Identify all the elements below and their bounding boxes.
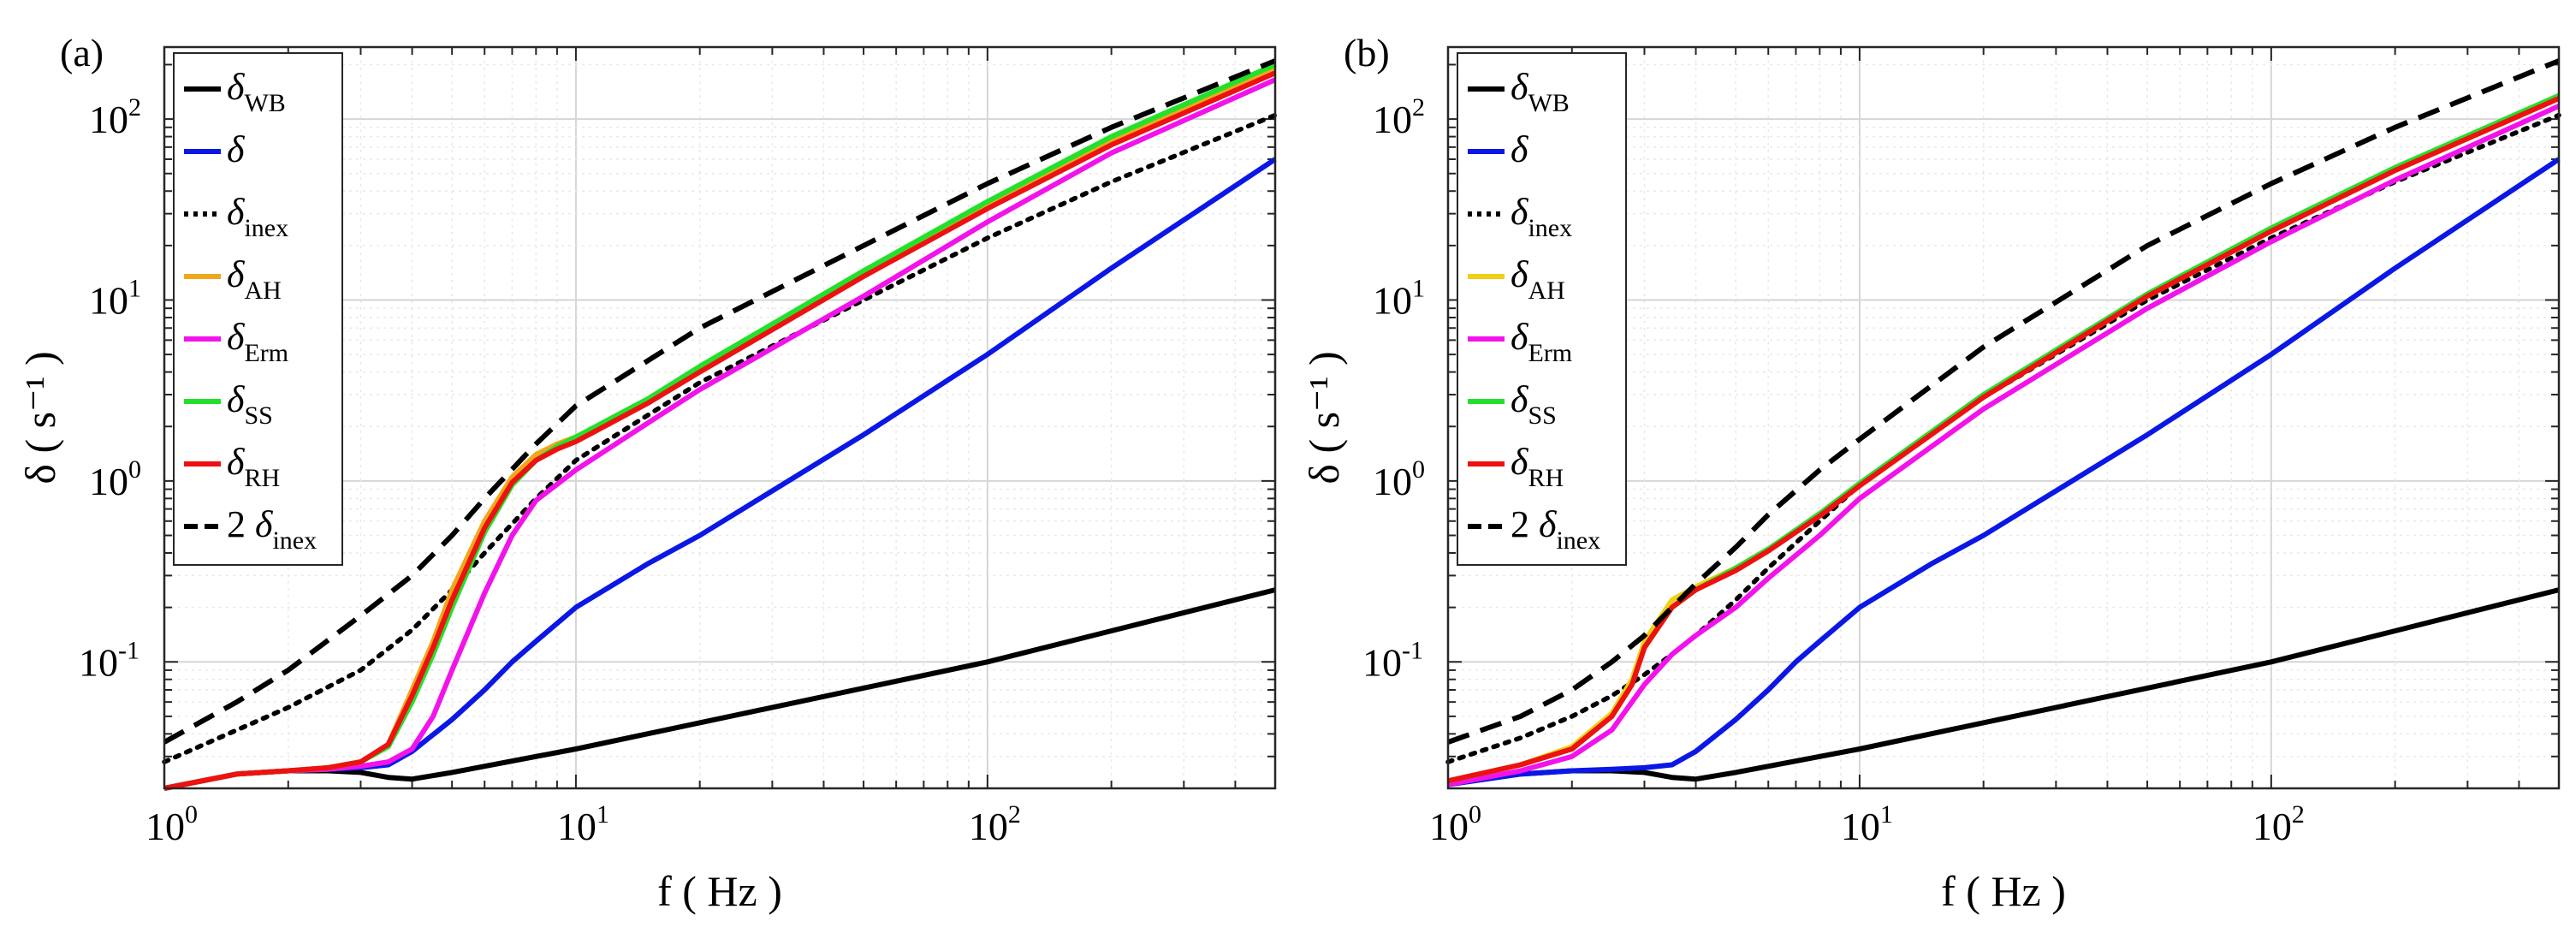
y-tick-label: 102 <box>89 93 141 141</box>
y-tick-label: 102 <box>1373 93 1425 141</box>
x-axis-label: f ( Hz ) <box>1941 867 2066 915</box>
legend-entry-2inex: 2 δinex <box>227 503 317 555</box>
tick-marks <box>1447 47 2560 789</box>
legend-entry-RH: δRH <box>227 441 280 492</box>
series-line-2inex <box>163 58 1277 745</box>
series-line-Erm <box>1447 104 2561 787</box>
y-tick-label: 100 <box>1373 455 1425 503</box>
plot-area <box>1448 47 2559 788</box>
grid <box>1448 47 2559 788</box>
series-line-RH <box>163 70 1277 791</box>
x-tick-label: 102 <box>2253 800 2305 848</box>
legend-box <box>1457 52 1627 566</box>
x-axis-label: f ( Hz ) <box>657 867 782 915</box>
panel-label: (b) <box>1344 31 1390 74</box>
legend-entry-inex: δinex <box>227 191 288 242</box>
legend-entry-2inex: 2 δinex <box>1511 503 1600 555</box>
legend-entry-inex: δinex <box>1511 191 1572 242</box>
legend-entry-AH: δAH <box>227 253 282 305</box>
x-tick-label: 101 <box>557 800 609 848</box>
legend-box <box>173 52 343 566</box>
panel-label: (a) <box>60 31 104 74</box>
y-tick-label: 101 <box>89 274 141 322</box>
legend-entry-delta: δ <box>227 128 246 170</box>
series-line-inex <box>1445 112 2561 764</box>
x-tick-label: 100 <box>1429 800 1481 848</box>
legend-entry-RH: δRH <box>1511 441 1564 492</box>
grid <box>164 47 1275 788</box>
series-line-RH <box>1447 96 2561 784</box>
legend-entry-delta: δ <box>1511 128 1529 170</box>
x-tick-label: 100 <box>145 800 198 848</box>
y-tick-label: 10-1 <box>79 636 139 684</box>
series-group <box>162 58 1278 791</box>
x-tick-label: 102 <box>969 800 1021 848</box>
y-tick-label: 100 <box>89 455 141 503</box>
series-line-2inex <box>1446 58 2561 745</box>
legend-entry-SS: δSS <box>227 378 273 430</box>
legend-entry-Erm: δErm <box>1511 316 1572 367</box>
y-tick-label: 10-1 <box>1362 636 1423 684</box>
panel-b: 100 101 102 10-1 100 101 102 f ( Hz ) δ ( s⁻¹ ) (… <box>1300 31 2561 915</box>
y-axis-label: δ ( s⁻¹ ) <box>16 351 64 484</box>
axes-box <box>163 45 1277 790</box>
tick-marks <box>163 47 1276 789</box>
series-line-inex <box>162 112 1278 764</box>
plot-area <box>164 47 1275 788</box>
panel-a: 100 101 102 10-1 100 101 102 f ( Hz ) δ ( s⁻¹ ) (… <box>16 31 1278 915</box>
y-axis-label: δ ( s⁻¹ ) <box>1300 351 1348 484</box>
axes-box <box>1446 45 2561 790</box>
legend: δWB δ δinex δAH δErm δSS δRH 2 δinex <box>1457 52 1627 566</box>
legend-entry-SS: δSS <box>1511 378 1557 430</box>
legend-entry-Erm: δErm <box>227 316 288 367</box>
series-group <box>1445 58 2561 787</box>
series-line-delta <box>1447 157 2561 787</box>
legend-entry-WB: δWB <box>227 66 286 117</box>
y-tick-label: 101 <box>1373 274 1425 322</box>
legend-entry-WB: δWB <box>1511 66 1570 117</box>
legend: δWB δ δinex δAH δErm δSS δRH 2 δinex <box>173 52 343 566</box>
legend-entry-AH: δAH <box>1511 253 1565 305</box>
x-tick-label: 101 <box>1841 800 1893 848</box>
